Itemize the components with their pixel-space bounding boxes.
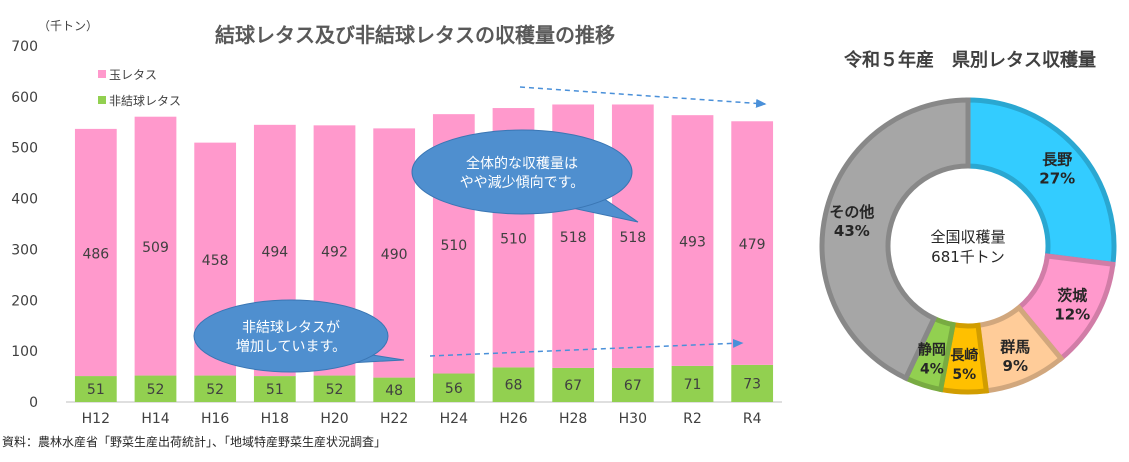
data-label-nonheading: 71 [684, 377, 702, 393]
bar-chart-title: 結球レタス及び非結球レタスの収穫量の推移 [215, 23, 615, 47]
legend-label: 玉レタス [109, 68, 157, 82]
bar-nonheading-R4 [731, 364, 774, 402]
slice-name-label: その他 [829, 203, 874, 221]
slice-value-label: 9% [1003, 357, 1028, 375]
y-tick-label: 200 [11, 293, 38, 309]
bar-heading-H30 [611, 104, 654, 368]
legend-label: 非結球レタス [109, 94, 181, 108]
data-label-heading: 492 [321, 244, 348, 260]
bar-nonheading-H28 [552, 367, 595, 402]
bar-nonheading-H30 [611, 367, 654, 402]
y-tick-label: 700 [11, 39, 38, 55]
slice-name-label: 群馬 [1000, 338, 1030, 356]
slice-value-label: 27% [1039, 169, 1075, 187]
y-tick-label: 400 [11, 192, 38, 208]
y-tick-label: 0 [29, 395, 38, 411]
data-label-nonheading: 68 [505, 378, 523, 394]
x-tick-label: H18 [261, 411, 289, 427]
data-label-nonheading: 51 [87, 382, 105, 398]
y-tick-label: 300 [11, 242, 38, 258]
x-tick-label: H22 [380, 411, 408, 427]
data-label-nonheading: 67 [624, 378, 642, 394]
donut-slice-その他 [819, 97, 971, 382]
x-tick-label: H20 [320, 411, 348, 427]
legend-swatch [98, 70, 106, 78]
donut-center-label: 全国収穫量 [930, 228, 1005, 246]
bar-heading-H14 [134, 116, 177, 376]
data-label-nonheading: 56 [445, 381, 463, 397]
unit-label: （千トン） [38, 19, 98, 33]
x-tick-label: R4 [743, 411, 762, 427]
y-tick-label: 100 [11, 344, 38, 360]
slice-value-label: 12% [1054, 305, 1090, 323]
data-label-heading: 510 [440, 238, 467, 254]
slice-name-label: 静岡 [918, 341, 946, 358]
data-label-nonheading: 73 [743, 376, 761, 392]
donut-slice-長野 [965, 97, 1117, 268]
x-tick-label: H26 [499, 411, 527, 427]
data-label-heading: 490 [381, 247, 408, 263]
x-tick-label: H14 [141, 411, 169, 427]
donut-chart-title: 令和５年産 県別レタス収穫量 [843, 49, 1096, 71]
slice-name-label: 長野 [1042, 150, 1072, 168]
y-tick-label: 500 [11, 141, 38, 157]
data-label-heading: 458 [202, 253, 229, 269]
bar-nonheading-H20 [313, 375, 356, 402]
data-label-nonheading: 48 [385, 383, 403, 399]
x-tick-label: R2 [683, 411, 702, 427]
legend-swatch [98, 96, 106, 104]
slice-value-label: 5% [952, 367, 976, 383]
slice-name-label: 茨城 [1057, 286, 1087, 304]
x-tick-label: H28 [559, 411, 587, 427]
trend-arrow-nonheading [429, 338, 744, 357]
slice-value-label: 43% [834, 222, 870, 240]
data-label-heading: 518 [560, 230, 587, 246]
data-label-heading: 509 [142, 240, 169, 256]
source-note: 資料：農林水産省「野菜生産出荷統計」、「地域特産野菜生産状況調査」 [2, 434, 386, 449]
data-label-nonheading: 52 [326, 382, 344, 398]
bar-nonheading-H26 [492, 367, 535, 402]
data-label-heading: 479 [739, 237, 766, 253]
slice-value-label: 4% [920, 361, 944, 377]
x-tick-label: H24 [440, 411, 468, 427]
bar-nonheading-H14 [134, 375, 177, 402]
data-label-nonheading: 52 [206, 382, 224, 398]
bar-nonheading-H12 [74, 376, 117, 402]
data-label-heading: 493 [679, 235, 706, 251]
donut-center-label: 681千トン [931, 248, 1005, 266]
bar-nonheading-H18 [253, 376, 296, 402]
data-label-heading: 510 [500, 232, 527, 248]
y-tick-label: 600 [11, 90, 38, 106]
data-label-nonheading: 67 [564, 378, 582, 394]
x-tick-label: H12 [82, 411, 110, 427]
data-label-nonheading: 52 [147, 382, 165, 398]
trend-arrow-total [519, 86, 767, 108]
bar-heading-H12 [74, 128, 117, 377]
bar-heading-R4 [731, 121, 774, 365]
data-label-heading: 494 [261, 244, 288, 260]
callout-text: 増加しています。 [236, 339, 346, 355]
bar-nonheading-H16 [194, 375, 237, 402]
bar-heading-R2 [671, 115, 714, 366]
bar-chart: 結球レタス及び非結球レタスの収穫量の推移 （千トン） 0 100 200 300 400… [2, 19, 782, 449]
bar-nonheading-H24 [432, 373, 475, 402]
slice-name-label: 長崎 [950, 347, 978, 364]
data-label-heading: 518 [619, 230, 646, 246]
callout-text: 全体的な収穫量は [466, 155, 578, 172]
bar-nonheading-R2 [671, 365, 714, 402]
x-tick-label: H30 [619, 411, 647, 427]
callout-text: やや減少傾向です。 [460, 174, 585, 191]
bar-nonheading-H22 [373, 377, 416, 402]
data-label-nonheading: 51 [266, 382, 284, 398]
x-tick-label: H16 [201, 411, 229, 427]
data-label-heading: 486 [82, 246, 109, 262]
callout-text: 非結球レタスが [242, 320, 340, 336]
